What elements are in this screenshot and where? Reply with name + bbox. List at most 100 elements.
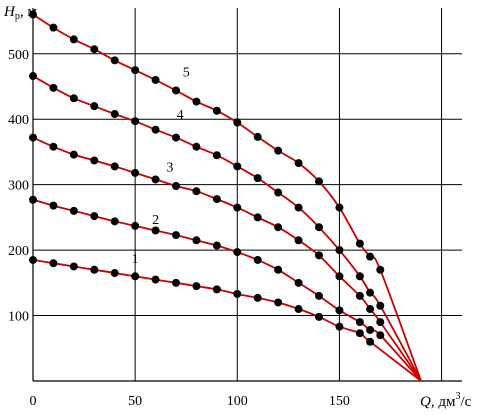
data-point-2 [192, 236, 201, 245]
data-point-2 [29, 195, 37, 204]
data-point-4 [90, 102, 99, 111]
curve-line-2 [32, 198, 422, 382]
data-point-1 [110, 269, 119, 278]
data-point-4 [233, 162, 242, 171]
data-point-2 [315, 291, 323, 300]
data-point-3 [49, 142, 58, 151]
x-tick-label: 50 [128, 394, 142, 409]
data-point-4 [29, 72, 37, 81]
data-point-2 [366, 325, 375, 334]
curve-label-3: 3 [166, 161, 173, 176]
data-point-3 [90, 156, 99, 165]
data-point-3 [366, 305, 375, 314]
data-point-5 [90, 45, 99, 54]
y-tick-label: 400 [8, 113, 29, 128]
data-point-4 [274, 188, 283, 197]
data-point-4 [355, 272, 364, 281]
chart-grid [33, 8, 462, 381]
data-point-4 [49, 83, 58, 92]
data-point-5 [366, 252, 375, 261]
data-point-3 [376, 318, 385, 327]
data-point-2 [355, 318, 364, 327]
curve-label-4: 4 [177, 108, 184, 123]
data-point-1 [233, 289, 242, 298]
data-point-5 [274, 146, 283, 155]
data-point-4 [294, 203, 303, 212]
data-point-3 [335, 272, 344, 281]
curve-line-5 [32, 13, 422, 382]
data-point-2 [233, 248, 242, 257]
data-point-4 [366, 288, 375, 297]
data-point-3 [355, 291, 364, 300]
data-point-4 [376, 301, 385, 310]
data-point-3 [110, 162, 119, 171]
data-point-2 [335, 306, 344, 315]
data-point-3 [212, 195, 221, 204]
data-point-1 [274, 298, 283, 307]
data-point-5 [49, 23, 58, 32]
curve-line-3 [32, 136, 422, 382]
data-point-1 [29, 255, 37, 264]
y-tick-label: 200 [8, 244, 29, 259]
data-point-5 [233, 118, 242, 127]
data-point-3 [315, 251, 323, 260]
data-point-5 [376, 265, 385, 274]
data-point-4 [315, 223, 323, 232]
data-point-1 [355, 329, 364, 338]
data-point-5 [29, 10, 37, 19]
y-axis-label: Hр, м [3, 4, 37, 22]
data-point-5 [253, 132, 262, 141]
data-point-4 [110, 110, 119, 119]
data-point-1 [151, 275, 160, 284]
data-point-2 [49, 201, 58, 210]
data-point-2 [212, 241, 221, 250]
data-point-1 [315, 312, 323, 321]
chart-curve-labels: 1 2 3 4 5 [132, 66, 190, 268]
curve-label-1: 1 [132, 252, 139, 267]
data-point-1 [69, 262, 78, 271]
data-point-5 [172, 86, 180, 95]
data-point-3 [192, 187, 201, 196]
data-point-2 [131, 221, 140, 230]
data-point-1 [294, 305, 303, 314]
data-point-5 [212, 106, 221, 115]
data-point-5 [355, 239, 364, 248]
data-point-4 [69, 94, 78, 103]
data-point-4 [151, 125, 160, 134]
data-point-3 [233, 203, 242, 212]
data-point-2 [110, 217, 119, 226]
data-point-5 [192, 97, 201, 106]
data-point-4 [192, 142, 201, 151]
data-point-2 [69, 206, 78, 215]
data-point-5 [69, 35, 78, 44]
x-axis-label: Q, дм3/с [420, 391, 472, 410]
curve-label-2: 2 [152, 213, 159, 228]
y-tick-label: 300 [8, 179, 29, 194]
data-point-5 [110, 56, 119, 65]
x-tick-label: 0 [30, 394, 37, 409]
data-point-1 [212, 285, 221, 294]
data-point-2 [172, 231, 180, 240]
x-tick-label: 150 [329, 394, 350, 409]
data-point-3 [294, 236, 303, 245]
chart-curves [32, 13, 422, 382]
data-point-1 [192, 282, 201, 291]
data-point-5 [294, 159, 303, 168]
y-tick-label: 100 [8, 310, 29, 325]
data-point-3 [69, 150, 78, 159]
data-point-3 [131, 168, 140, 177]
data-point-2 [274, 265, 283, 274]
data-point-4 [253, 174, 262, 183]
data-point-1 [172, 278, 180, 287]
data-point-3 [274, 223, 283, 232]
data-point-3 [172, 181, 180, 190]
data-point-3 [151, 175, 160, 184]
chart-markers [29, 10, 385, 346]
chart-axes [32, 8, 462, 382]
data-point-4 [172, 133, 180, 142]
data-point-3 [29, 133, 37, 142]
x-tick-label: 100 [227, 394, 248, 409]
data-point-1 [366, 337, 375, 346]
y-tick-label: 500 [8, 48, 29, 63]
